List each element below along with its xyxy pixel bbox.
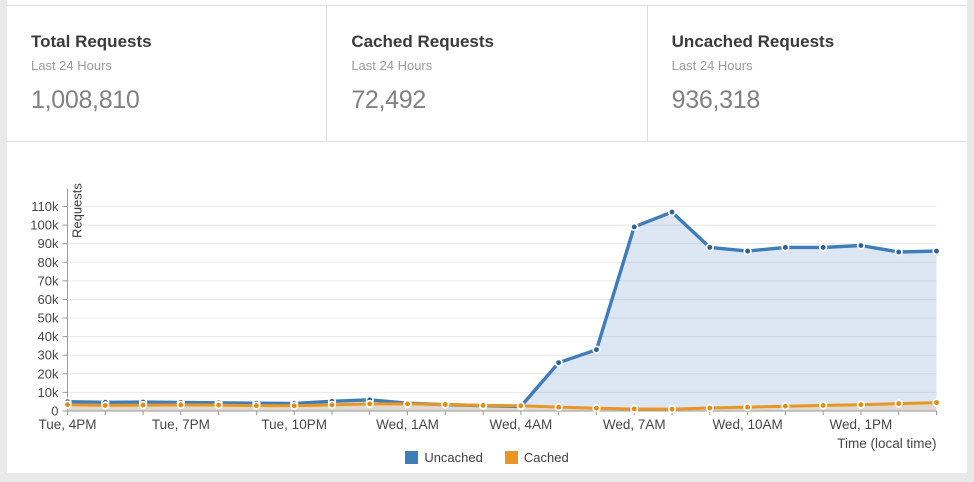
cached-marker: [214, 400, 223, 410]
chart-legend: Uncached Cached: [7, 450, 967, 465]
uncached-marker: [667, 207, 677, 217]
top-divider: [7, 0, 967, 6]
requests-chart: 0 10k 20k 30k 40k 50k 60k 70k 80k 90k 100k 110k Tue,…: [30, 183, 941, 451]
uncached-marker: [932, 246, 941, 256]
analytics-panel: Total Requests Last 24 Hours 1,008,810 C…: [7, 0, 967, 473]
uncached-marker: [894, 247, 903, 257]
cached-marker: [252, 401, 261, 410]
cached-line: [66, 401, 938, 411]
uncached-area: [67, 212, 937, 411]
stat-card-total-requests: Total Requests Last 24 Hours 1,008,810: [7, 6, 326, 141]
cached-marker: [630, 404, 639, 414]
requests-chart-section: 0 10k 20k 30k 40k 50k 60k 70k 80k 90k 100k 110k Tue,…: [7, 142, 967, 474]
uncached-marker: [743, 246, 752, 256]
uncached-marker: [781, 243, 790, 252]
stat-title: Cached Requests: [351, 32, 494, 51]
stat-title: Uncached Requests: [671, 32, 835, 51]
y-tick-label: 60k: [38, 292, 59, 307]
legend-label-uncached: Uncached: [424, 450, 483, 465]
stat-subtitle: Last 24 Hours: [671, 57, 753, 73]
x-tick-label: Tue, 4PM: [38, 417, 96, 432]
stat-card-uncached-requests: Uncached Requests Last 24 Hours 936,318: [646, 6, 967, 141]
stat-subtitle: Last 24 Hours: [31, 57, 112, 73]
cached-marker: [101, 401, 110, 410]
legend-label-cached: Cached: [523, 450, 569, 465]
cached-marker: [138, 400, 148, 410]
y-tick-label: 0: [51, 404, 58, 419]
cached-marker: [63, 400, 72, 409]
uncached-marker: [856, 241, 866, 250]
legend-item-uncached[interactable]: Uncached: [405, 450, 483, 465]
legend-item-cached[interactable]: Cached: [504, 450, 569, 465]
y-tick-label: 40k: [38, 329, 59, 344]
cached-marker: [176, 400, 185, 410]
y-tick-label: 110k: [31, 199, 59, 214]
cached-marker: [819, 401, 828, 410]
cached-marker: [667, 404, 677, 414]
uncached-marker: [819, 243, 828, 252]
cached-swatch-icon: [504, 451, 518, 464]
y-tick-label: 80k: [38, 255, 59, 270]
cached-marker: [516, 401, 526, 410]
cached-marker: [743, 402, 752, 412]
y-axis-title: Requests: [70, 183, 85, 238]
x-axis-title: Time (local time): [837, 436, 936, 451]
cached-marker: [365, 399, 374, 409]
y-tick-label: 100k: [30, 218, 59, 233]
cached-marker: [781, 402, 790, 411]
x-tick-label: Wed, 1AM: [376, 417, 439, 432]
cached-marker: [478, 401, 488, 410]
x-tick-label: Wed, 1PM: [830, 417, 893, 432]
y-tick-label: 90k: [38, 236, 59, 251]
cached-marker: [894, 399, 903, 408]
stat-title: Total Requests: [31, 32, 152, 51]
cached-marker: [290, 401, 299, 410]
uncached-swatch-icon: [405, 451, 419, 464]
cached-marker: [327, 400, 337, 410]
cached-marker: [554, 402, 563, 412]
cached-marker: [441, 400, 450, 409]
uncached-marker: [592, 345, 601, 354]
stat-value: 72,492: [351, 85, 426, 114]
uncached-marker: [705, 243, 714, 252]
y-tick-label: 30k: [38, 348, 59, 363]
stat-cards-row: Total Requests Last 24 Hours 1,008,810 C…: [7, 6, 967, 142]
cached-marker: [705, 403, 714, 413]
y-tick-label: 50k: [38, 311, 59, 326]
cached-marker: [403, 399, 412, 409]
cached-marker: [856, 400, 866, 409]
y-tick-label: 70k: [38, 273, 59, 288]
cached-marker: [592, 404, 601, 413]
x-tick-label: Wed, 7AM: [603, 417, 666, 432]
y-tick-label: 10k: [38, 385, 59, 400]
uncached-marker: [630, 222, 639, 232]
x-tick-label: Wed, 4AM: [490, 417, 553, 432]
y-tick-label: 20k: [38, 366, 59, 381]
uncached-marker: [554, 358, 563, 367]
stat-card-cached-requests: Cached Requests Last 24 Hours 72,492: [326, 6, 646, 141]
stat-value: 1,008,810: [31, 85, 140, 114]
stat-subtitle: Last 24 Hours: [351, 57, 433, 73]
x-tick-label: Wed, 10AM: [712, 417, 782, 432]
x-tick-label: Tue, 10PM: [261, 417, 327, 432]
stat-value: 936,318: [671, 85, 761, 114]
x-tick-label: Tue, 7PM: [152, 417, 210, 432]
cached-marker: [932, 398, 941, 407]
